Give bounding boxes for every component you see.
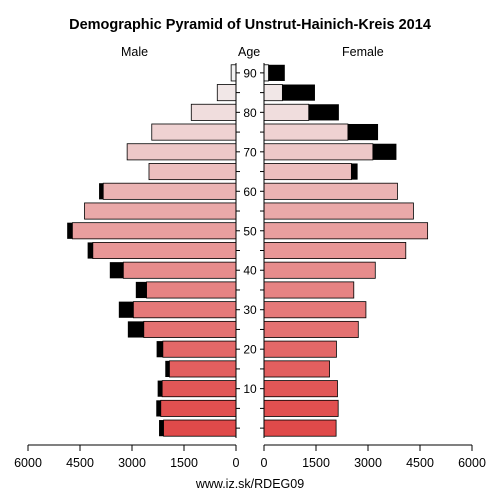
age-tick-label: 30: [243, 303, 257, 317]
right-x-tick-label: 3000: [354, 456, 382, 470]
male-bar: [146, 281, 237, 299]
female-bar: [263, 399, 339, 417]
female-excess-bar: [282, 84, 315, 101]
female-excess-bar: [372, 143, 397, 160]
male-excess-bar: [99, 183, 104, 200]
female-bar: [263, 103, 310, 121]
male-header: Male: [121, 45, 149, 59]
female-bar: [263, 123, 349, 141]
male-excess-bar: [87, 242, 93, 259]
male-excess-bar: [156, 341, 163, 358]
female-bar: [263, 281, 355, 299]
female-bar: [263, 419, 337, 437]
male-bar: [126, 143, 237, 161]
age-tick-label: 90: [243, 66, 257, 80]
female-bar: [263, 182, 398, 200]
female-header: Female: [342, 45, 384, 59]
male-bar: [143, 320, 237, 338]
female-bar: [263, 360, 330, 378]
male-excess-bar: [159, 420, 164, 437]
left-x-tick-label: 4500: [66, 456, 94, 470]
male-bar: [122, 261, 237, 279]
female-bar: [263, 242, 407, 259]
female-bar: [263, 301, 367, 319]
male-excess-bar: [156, 400, 161, 417]
male-bar: [190, 103, 237, 121]
age-tick-label: 50: [243, 224, 257, 238]
male-excess-bar: [67, 222, 73, 239]
male-bar: [161, 380, 237, 398]
female-bar: [263, 202, 414, 220]
male-bar: [216, 84, 237, 102]
male-excess-bar: [118, 301, 134, 318]
female-bar: [263, 143, 374, 161]
male-excess-bar: [157, 380, 163, 397]
male-bar: [148, 163, 237, 181]
female-bar: [263, 222, 429, 240]
male-bar: [84, 202, 237, 220]
male-excess-bar: [165, 360, 170, 378]
male-bar: [132, 301, 237, 319]
age-header: Age: [238, 45, 261, 59]
female-bar: [263, 64, 269, 82]
male-bar: [162, 340, 237, 358]
female-bar: [263, 320, 359, 338]
left-x-tick-label: 0: [233, 456, 240, 470]
left-x-tick-label: 3000: [118, 456, 146, 470]
female-bar: [263, 380, 338, 398]
male-bar: [230, 64, 237, 82]
chart-title: Demographic Pyramid of Unstrut-Hainich-K…: [69, 17, 431, 33]
age-tick-label: 70: [243, 145, 257, 159]
male-excess-bar: [109, 262, 124, 279]
left-x-tick-label: 1500: [170, 456, 198, 470]
female-bar: [263, 84, 283, 102]
source-footer: www.iz.sk/RDEG09: [195, 477, 305, 491]
age-tick-label: 20: [243, 343, 257, 357]
female-bar: [263, 261, 376, 279]
right-x-tick-label: 0: [261, 456, 268, 470]
age-tick-label: 60: [243, 185, 257, 199]
female-excess-bar: [308, 104, 339, 121]
male-bar: [151, 123, 237, 141]
left-x-tick-label: 6000: [14, 456, 42, 470]
female-excess-bar: [347, 123, 379, 141]
male-bar: [102, 182, 237, 200]
female-excess-bar: [351, 163, 358, 180]
age-tick-label: 40: [243, 264, 257, 278]
age-tick-label: 10: [243, 382, 257, 396]
male-excess-bar: [127, 321, 144, 338]
male-bar: [92, 242, 237, 259]
right-x-tick-label: 1500: [302, 456, 330, 470]
female-excess-bar: [268, 64, 285, 81]
male-bar: [169, 360, 237, 378]
right-x-tick-label: 6000: [458, 456, 486, 470]
male-bar: [163, 419, 237, 437]
male-bar: [71, 222, 237, 240]
age-tick-label: 80: [243, 106, 257, 120]
right-x-tick-label: 4500: [406, 456, 434, 470]
male-excess-bar: [135, 281, 147, 299]
female-bar: [263, 163, 352, 181]
male-bar: [160, 399, 237, 417]
female-bar: [263, 340, 337, 358]
